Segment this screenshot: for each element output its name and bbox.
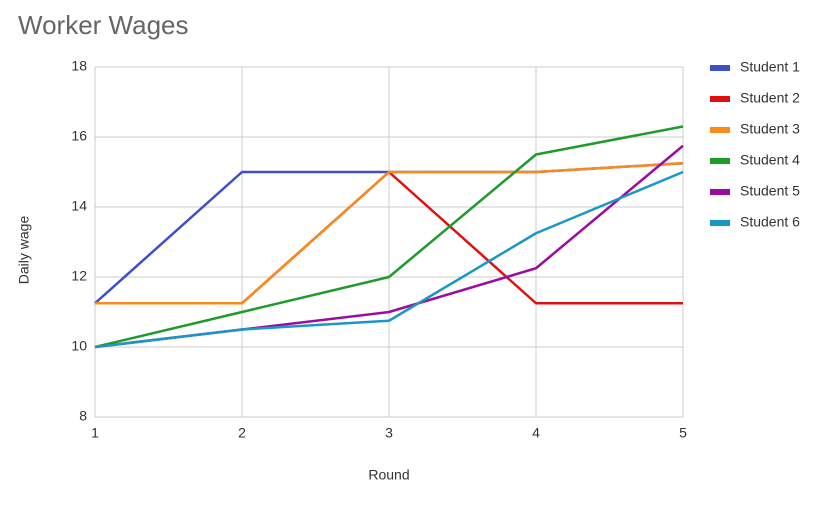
x-tick-label: 3 — [385, 425, 393, 441]
legend-label: Student 1 — [740, 59, 800, 75]
x-tick-label: 2 — [238, 425, 246, 441]
legend-swatch — [710, 96, 730, 102]
x-axis-label: Round — [368, 467, 409, 483]
legend-swatch — [710, 158, 730, 164]
x-tick-label: 4 — [532, 425, 540, 441]
series-line — [95, 162, 684, 305]
y-tick-label: 12 — [71, 268, 87, 284]
legend-label: Student 6 — [740, 214, 800, 230]
legend-swatch — [710, 65, 730, 71]
legend-label: Student 3 — [740, 121, 800, 137]
legend-swatch — [710, 189, 730, 195]
y-tick-label: 8 — [79, 408, 87, 424]
y-tick-label: 16 — [71, 128, 87, 144]
chart-title: Worker Wages — [18, 10, 189, 40]
y-tick-label: 14 — [71, 198, 87, 214]
series-line — [94, 170, 684, 349]
y-tick-label: 10 — [71, 338, 87, 354]
y-axis-label: Daily wage — [16, 216, 32, 285]
x-tick-label: 1 — [91, 425, 99, 441]
legend-swatch — [710, 127, 730, 133]
legend-label: Student 4 — [740, 152, 800, 168]
y-tick-label: 18 — [71, 58, 87, 74]
x-tick-label: 5 — [679, 425, 687, 441]
legend-swatch — [710, 220, 730, 226]
series-line — [94, 125, 684, 349]
legend-label: Student 2 — [740, 90, 800, 106]
legend-label: Student 5 — [740, 183, 800, 199]
